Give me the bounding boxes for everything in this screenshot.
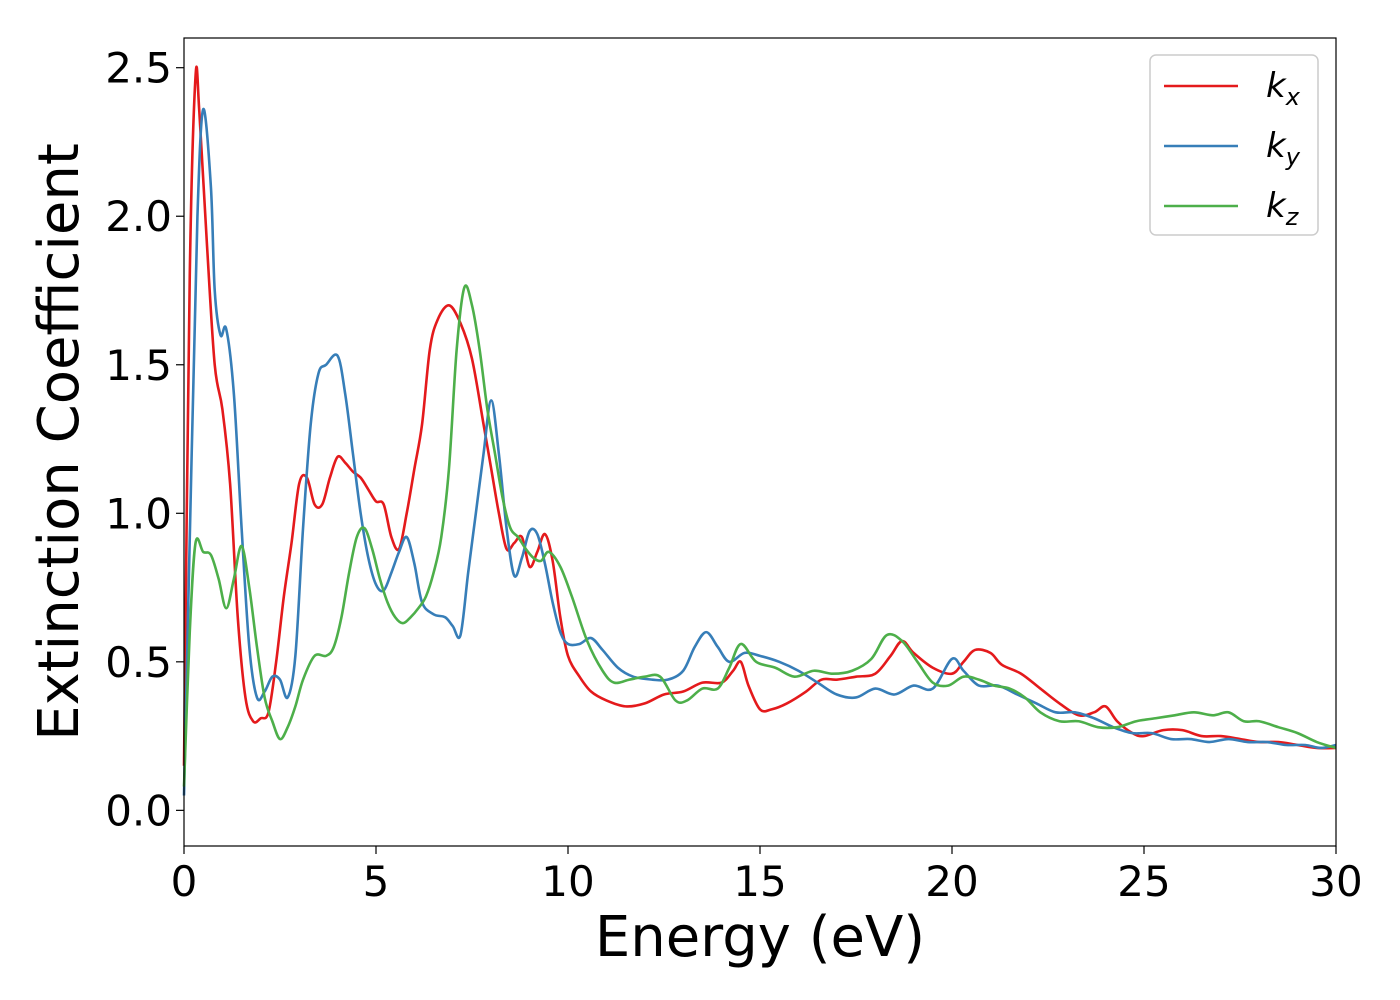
x-tick-label: 0 [171, 857, 198, 906]
plot-area [184, 38, 1336, 846]
x-axis: 0 5 10 15 20 25 30 [171, 846, 1363, 906]
x-tick-label: 20 [925, 857, 978, 906]
x-tick-label: 25 [1117, 857, 1170, 906]
legend-label-kz: kz [1266, 186, 1300, 231]
legend-label-ky: ky [1266, 126, 1301, 171]
y-tick-label: 1.0 [105, 489, 172, 538]
x-tick-label: 30 [1309, 857, 1362, 906]
series-line-kx [182, 65, 1337, 766]
y-axis: 0.0 0.5 1.0 1.5 2.0 2.5 [105, 44, 184, 835]
series-layer [182, 65, 1337, 796]
y-tick-label: 2.0 [105, 192, 172, 241]
x-tick-label: 15 [733, 857, 786, 906]
legend: kx ky kz [1149, 54, 1319, 236]
series-line-kz [182, 284, 1337, 787]
y-tick-label: 2.5 [105, 44, 172, 93]
y-tick-label: 0.5 [105, 638, 172, 687]
y-tick-label: 1.5 [105, 341, 172, 390]
x-axis-title: Energy (eV) [595, 905, 925, 970]
x-tick-label: 5 [363, 857, 390, 906]
y-axis-title: Extinction Coefficient [27, 143, 92, 741]
y-tick-label: 0.0 [105, 786, 172, 835]
legend-label-kx: kx [1266, 66, 1301, 111]
x-tick-label: 10 [541, 857, 594, 906]
